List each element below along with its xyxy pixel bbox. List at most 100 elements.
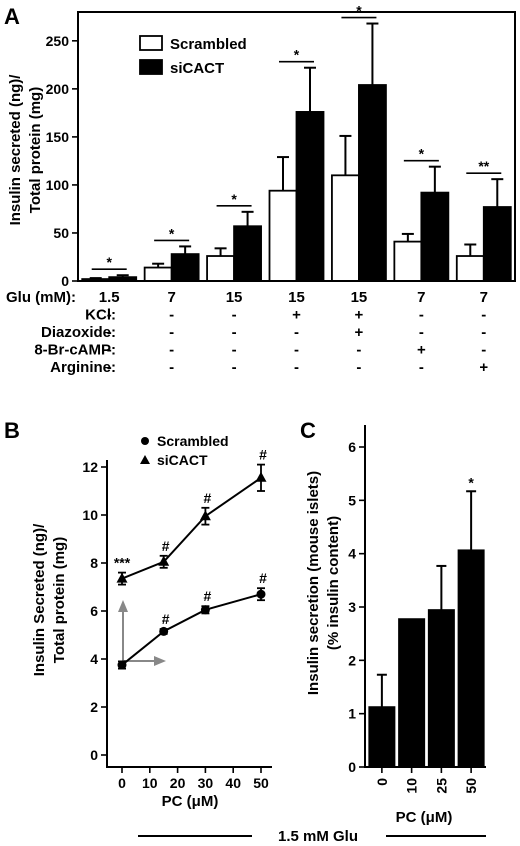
significance-label-4: * [356, 3, 362, 19]
legend-marker-sicact [140, 455, 150, 464]
condition-row-label: Arginine: [50, 359, 116, 376]
panel-c-y-tick-label: 1 [348, 706, 356, 722]
panel-b-y-tick-label: 2 [90, 699, 98, 715]
panel-c-y-tick-label: 6 [348, 439, 356, 455]
condition-cell: 1.5 [99, 289, 120, 306]
condition-cell: - [107, 307, 112, 324]
significance-label-6: ** [478, 158, 489, 174]
panel-a-y-tick-label: 250 [46, 33, 70, 49]
condition-cell: - [356, 359, 361, 376]
panel-a-significance: ******** [91, 3, 502, 270]
panel-b-y-axis-label-line1: Insulin Secreted (ng)/ [31, 523, 48, 676]
significance-label-0: * [106, 254, 112, 270]
condition-cell: - [169, 324, 174, 341]
point-annotation: # [259, 570, 267, 586]
condition-cell: + [479, 359, 488, 376]
condition-cell: - [419, 324, 424, 341]
panel-b-x-tick-label: 10 [142, 775, 158, 791]
panel-c-bars: * [368, 474, 485, 768]
panel-b-x-tick-label: 0 [118, 775, 126, 791]
panel-c-y-axis-label-line1: Insulin secretion (mouse islets) [305, 471, 322, 695]
panel-a-y-tick-label: 50 [53, 225, 69, 241]
condition-cell: 7 [417, 289, 425, 306]
data-point-scrambled [159, 626, 169, 636]
panel-c-x-tick-label: 0 [374, 778, 390, 786]
condition-cell: 7 [167, 289, 175, 306]
bar-scrambled-4 [331, 174, 360, 282]
series-line-sicact [121, 476, 262, 580]
panel-c-y-tick-label: 0 [348, 759, 356, 775]
legend-swatch-scrambled [139, 35, 163, 51]
bar-sicact-3 [295, 111, 325, 282]
legend-marker-scrambled [141, 437, 149, 445]
condition-cell: + [417, 342, 426, 359]
bar-scrambled-6 [455, 255, 485, 282]
bar-pc-10 [398, 618, 426, 768]
panel-c-y-tick-label: 4 [348, 546, 356, 562]
panel-a-bars [81, 22, 512, 282]
panel-c-y-tick-label: 5 [348, 492, 356, 508]
bar-pc-0 [368, 706, 396, 768]
panel-a-y-axis-label-line1: Insulin secreted (ng)/ [7, 74, 24, 226]
panel-a: A Insulin secreted (ng)/ Total protein (… [4, 3, 516, 376]
data-point-sicact [255, 471, 267, 482]
condition-cell: 15 [288, 289, 305, 306]
legend-label-sicact: siCACT [170, 60, 224, 77]
panel-b-y-tick-label: 0 [90, 747, 98, 763]
panel-b-legend: Scrambled siCACT [140, 433, 229, 468]
panel-b-arrows [118, 600, 166, 666]
condition-cell: 7 [480, 289, 488, 306]
significance-label-1: * [169, 225, 175, 241]
bar-sicact-1 [170, 253, 200, 282]
bar-sicact-2 [233, 225, 262, 282]
panel-b-series: # # # *** # # # [114, 447, 267, 670]
point-annotation: # [259, 447, 267, 463]
bar-scrambled-2 [206, 255, 235, 282]
condition-cell: - [107, 342, 112, 359]
condition-cell: - [232, 307, 237, 324]
panel-b-y-tick-label: 4 [90, 651, 98, 667]
significance-label-3: * [294, 47, 300, 63]
condition-cell: - [356, 342, 361, 359]
condition-cell: - [419, 307, 424, 324]
condition-cell: - [232, 324, 237, 341]
footer-label: 1.5 mM Glu [278, 828, 358, 845]
data-point-scrambled [200, 605, 210, 615]
condition-cell: - [107, 324, 112, 341]
condition-row-label: KCl: [85, 307, 116, 324]
panel-b-y-tick-label: 10 [82, 507, 98, 523]
condition-cell: + [355, 307, 364, 324]
footer: 1.5 mM Glu [138, 828, 486, 845]
legend-swatch-sicact [139, 59, 163, 75]
panel-b-legend-label-scrambled: Scrambled [157, 433, 229, 449]
condition-cell: - [232, 342, 237, 359]
bar-sicact-6 [482, 206, 512, 282]
condition-cell: - [169, 307, 174, 324]
panel-c-x-tick-label: 50 [463, 778, 479, 794]
panel-c-x-axis-label: PC (μM) [396, 809, 453, 826]
bar-pc-50 [457, 549, 485, 768]
significance-label-2: * [231, 191, 237, 207]
significance-label: * [468, 474, 474, 490]
panel-b-x-tick-label: 20 [170, 775, 186, 791]
panel-c: C Insulin secretion (mouse islets) (% in… [300, 418, 486, 826]
panel-b-legend-label-sicact: siCACT [157, 452, 208, 468]
bar-sicact-5 [420, 191, 450, 282]
panel-b-y-tick-label: 12 [82, 459, 98, 475]
panel-a-y-axis-label-line2: Total protein (mg) [27, 87, 44, 213]
condition-cell: - [107, 359, 112, 376]
panel-letter-b: B [4, 418, 20, 443]
condition-cell: - [169, 359, 174, 376]
condition-cell: + [355, 324, 364, 341]
panel-b-y-tick-label: 6 [90, 603, 98, 619]
panel-a-y-tick-label: 200 [46, 81, 70, 97]
panel-a-y-tick-label: 100 [46, 177, 70, 193]
panel-b-x-tick-label: 40 [225, 775, 241, 791]
point-annotation: *** [114, 555, 131, 571]
condition-row-label: Glu (mM): [6, 289, 76, 306]
point-annotation: # [204, 490, 212, 506]
condition-cell: 15 [351, 289, 368, 306]
panel-letter-a: A [4, 4, 20, 29]
